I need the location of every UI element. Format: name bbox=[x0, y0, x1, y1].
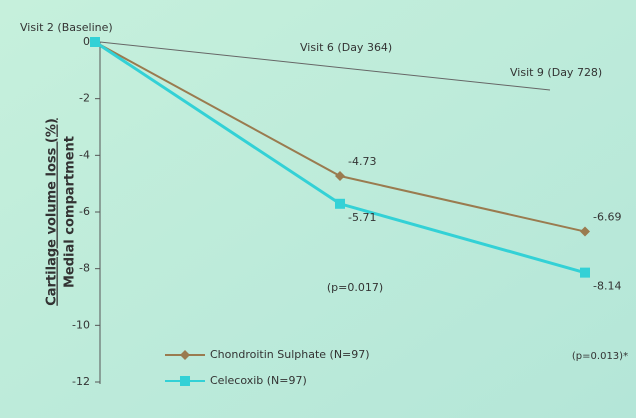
y-tick-label: 0 bbox=[83, 35, 90, 48]
annotation: (p=0.017) bbox=[327, 281, 383, 294]
y-tick-label: -10 bbox=[72, 318, 90, 331]
legend-label: Chondroitin Sulphate (N=97) bbox=[210, 348, 370, 361]
legend-marker bbox=[180, 376, 190, 386]
chart: Cartilage volume loss (%) Medial compart… bbox=[0, 0, 636, 418]
value-label: -6.69 bbox=[593, 211, 621, 224]
point bbox=[335, 199, 345, 209]
y-tick-label: -6 bbox=[79, 205, 90, 218]
x-category-label: Visit 9 (Day 728) bbox=[510, 66, 602, 79]
point bbox=[580, 268, 590, 278]
page: {"chart_data": {"type": "line", "categor… bbox=[0, 0, 636, 418]
point bbox=[90, 37, 100, 47]
x-category-label: Visit 2 (Baseline) bbox=[20, 21, 113, 34]
y-tick-label: -8 bbox=[79, 262, 90, 275]
y-axis-label: Cartilage volume loss (%) bbox=[45, 118, 60, 306]
value-label: -8.14 bbox=[593, 280, 621, 293]
y-tick-label: -12 bbox=[72, 375, 90, 388]
value-label: -5.71 bbox=[348, 211, 376, 224]
y-tick-label: -4 bbox=[79, 148, 90, 161]
y-tick-label: -2 bbox=[79, 92, 90, 105]
legend-label: Celecoxib (N=97) bbox=[210, 374, 307, 387]
value-label: -4.73 bbox=[348, 155, 376, 168]
x-category-label: Visit 6 (Day 364) bbox=[300, 41, 392, 54]
annotation: (p=0.013)* bbox=[572, 351, 628, 362]
y-axis-label-2: Medial compartment bbox=[63, 136, 78, 288]
